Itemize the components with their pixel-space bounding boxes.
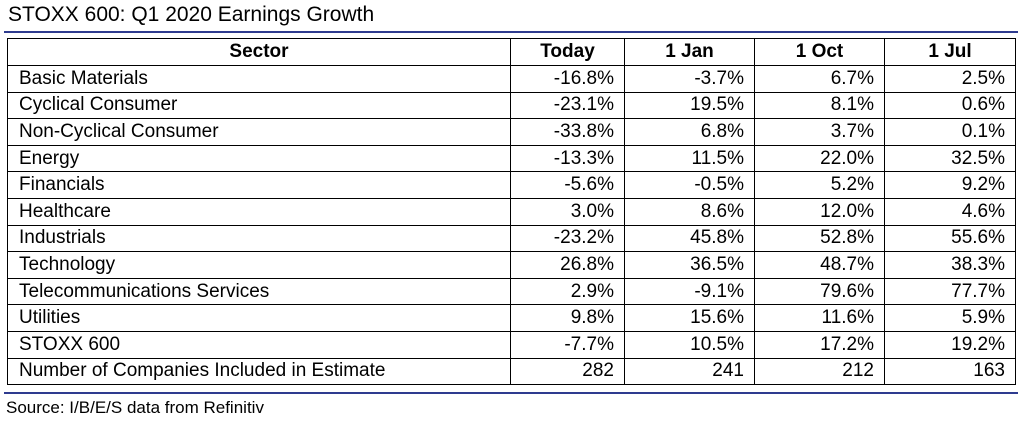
header-row: Sector Today 1 Jan 1 Oct 1 Jul: [7, 38, 1016, 66]
cell-today: 2.9%: [510, 277, 625, 306]
cell-1-jan: 241: [624, 357, 755, 386]
table-row: Industrials -23.2% 45.8% 52.8% 55.6%: [7, 224, 1016, 253]
cell-1-oct: 12.0%: [754, 197, 885, 226]
cell-1-jul: 38.3%: [884, 251, 1016, 279]
cell-1-jan: 36.5%: [624, 251, 755, 279]
cell-1-oct: 79.6%: [754, 277, 885, 306]
cell-today: -23.2%: [510, 224, 625, 253]
cell-1-jan: 11.5%: [624, 144, 755, 173]
cell-1-jan: 45.8%: [624, 224, 755, 253]
cell-sector: Cyclical Consumer: [7, 91, 511, 120]
cell-1-jul: 77.7%: [884, 277, 1016, 306]
cell-sector: Number of Companies Included in Estimate: [7, 357, 511, 386]
cell-1-jan: -9.1%: [624, 277, 755, 306]
header-1-jul: 1 Jul: [884, 38, 1016, 66]
header-sector: Sector: [7, 38, 511, 66]
table-row: Non-Cyclical Consumer -33.8% 6.8% 3.7% 0.1%: [7, 118, 1016, 146]
cell-sector: Technology: [7, 251, 511, 279]
cell-1-oct: 3.7%: [754, 118, 885, 146]
cell-1-jul: 0.1%: [884, 118, 1016, 146]
cell-1-jan: -3.7%: [624, 65, 755, 93]
cell-1-jan: -0.5%: [624, 171, 755, 199]
cell-today: -16.8%: [510, 65, 625, 93]
cell-today: 3.0%: [510, 197, 625, 226]
cell-1-jul: 163: [884, 357, 1016, 386]
cell-1-jan: 6.8%: [624, 118, 755, 146]
cell-1-jan: 8.6%: [624, 197, 755, 226]
table-row: Financials -5.6% -0.5% 5.2% 9.2%: [7, 171, 1016, 199]
cell-1-oct: 5.2%: [754, 171, 885, 199]
cell-1-oct: 22.0%: [754, 144, 885, 173]
cell-sector: STOXX 600: [7, 330, 511, 359]
cell-today: -33.8%: [510, 118, 625, 146]
cell-1-jul: 5.9%: [884, 304, 1016, 332]
cell-1-jul: 32.5%: [884, 144, 1016, 173]
cell-sector: Financials: [7, 171, 511, 199]
cell-1-jul: 2.5%: [884, 65, 1016, 93]
cell-1-oct: 8.1%: [754, 91, 885, 120]
table-row: Healthcare 3.0% 8.6% 12.0% 4.6%: [7, 197, 1016, 226]
table-row: Number of Companies Included in Estimate…: [7, 357, 1016, 386]
cell-1-jul: 19.2%: [884, 330, 1016, 359]
table-body: Basic Materials -16.8% -3.7% 6.7% 2.5% Cyclic…: [7, 65, 1016, 386]
cell-1-jan: 15.6%: [624, 304, 755, 332]
table-row: STOXX 600 -7.7% 10.5% 17.2% 19.2%: [7, 330, 1016, 359]
cell-1-jul: 9.2%: [884, 171, 1016, 199]
table-row: Telecommunications Services 2.9% -9.1% 79.6…: [7, 277, 1016, 306]
cell-1-jan: 10.5%: [624, 330, 755, 359]
cell-sector: Industrials: [7, 224, 511, 253]
header-today: Today: [510, 38, 625, 66]
cell-sector: Basic Materials: [7, 65, 511, 93]
table-row: Technology 26.8% 36.5% 48.7% 38.3%: [7, 251, 1016, 279]
cell-today: 282: [510, 357, 625, 386]
table-title: STOXX 600: Q1 2020 Earnings Growth: [8, 3, 375, 26]
cell-1-oct: 52.8%: [754, 224, 885, 253]
cell-sector: Telecommunications Services: [7, 277, 511, 306]
table-row: Energy -13.3% 11.5% 22.0% 32.5%: [7, 144, 1016, 173]
cell-1-oct: 6.7%: [754, 65, 885, 93]
cell-1-jul: 4.6%: [884, 197, 1016, 226]
cell-1-oct: 17.2%: [754, 330, 885, 359]
cell-1-jul: 55.6%: [884, 224, 1016, 253]
cell-sector: Healthcare: [7, 197, 511, 226]
table-row: Utilities 9.8% 15.6% 11.6% 5.9%: [7, 304, 1016, 332]
cell-sector: Non-Cyclical Consumer: [7, 118, 511, 146]
table-row: Cyclical Consumer -23.1% 19.5% 8.1% 0.6%: [7, 91, 1016, 120]
cell-1-oct: 11.6%: [754, 304, 885, 332]
cell-today: -5.6%: [510, 171, 625, 199]
cell-today: 26.8%: [510, 251, 625, 279]
header-1-oct: 1 Oct: [754, 38, 885, 66]
cell-sector: Energy: [7, 144, 511, 173]
cell-1-oct: 48.7%: [754, 251, 885, 279]
earnings-growth-table: Sector Today 1 Jan 1 Oct 1 Jul Basic Mat…: [7, 38, 1016, 386]
cell-1-oct: 212: [754, 357, 885, 386]
header-1-jan: 1 Jan: [624, 38, 755, 66]
cell-today: -7.7%: [510, 330, 625, 359]
table-row: Basic Materials -16.8% -3.7% 6.7% 2.5%: [7, 65, 1016, 93]
cell-today: -13.3%: [510, 144, 625, 173]
cell-today: -23.1%: [510, 91, 625, 120]
cell-1-jul: 0.6%: [884, 91, 1016, 120]
top-rule: [4, 31, 1018, 33]
cell-today: 9.8%: [510, 304, 625, 332]
source-note: Source: I/B/E/S data from Refinitiv: [6, 398, 264, 417]
cell-1-jan: 19.5%: [624, 91, 755, 120]
cell-sector: Utilities: [7, 304, 511, 332]
bottom-rule: [4, 392, 1018, 394]
